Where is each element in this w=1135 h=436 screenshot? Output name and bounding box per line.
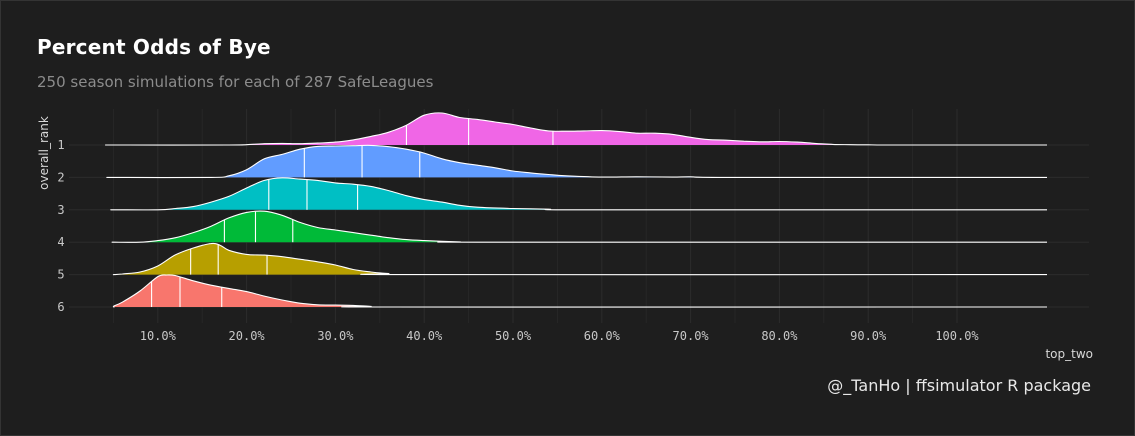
chart-title: Percent Odds of Bye [37, 35, 271, 59]
x-tick-label: 10.0% [140, 329, 177, 343]
ridge-3 [110, 177, 1047, 211]
ridge-area-6 [113, 274, 1047, 308]
ridge-area-3 [110, 177, 1047, 210]
ridge-area-5 [113, 243, 1047, 275]
x-tick-label: 60.0% [584, 329, 621, 343]
y-tick-label: 6 [57, 300, 64, 314]
ridge-outline-3 [110, 177, 1047, 211]
x-axis-ticks: 10.0% 20.0% 30.0% 40.0% 50.0% 60.0% 70.0% 80.0%… [140, 329, 980, 343]
y-tick-label: 3 [57, 203, 64, 217]
ridge-area-4 [112, 211, 1048, 243]
y-tick-label: 5 [57, 268, 64, 282]
y-axis-ticks: 1 2 3 4 5 6 [57, 138, 64, 314]
x-tick-label: 90.0% [850, 329, 887, 343]
x-tick-label: 50.0% [495, 329, 532, 343]
x-tick-label: 100.0% [935, 329, 979, 343]
chart-subtitle: 250 season simulations for each of 287 S… [37, 73, 434, 91]
ridge-2 [106, 144, 1048, 179]
x-tick-label: 40.0% [406, 329, 443, 343]
ridge-5 [112, 242, 1048, 276]
y-tick-label: 2 [57, 170, 64, 184]
ridges [105, 112, 1048, 308]
ridge-outline-1 [105, 112, 1047, 146]
y-tick-label: 4 [57, 235, 64, 249]
ridge-area-2 [106, 145, 1048, 178]
ridge-4 [111, 210, 1048, 243]
chart-caption: @_TanHo | ffsimulator R package [827, 376, 1091, 395]
x-tick-label: 30.0% [317, 329, 354, 343]
ridge-6 [112, 274, 1047, 308]
ridge-area-1 [105, 112, 1047, 146]
ridge-outline-5 [112, 242, 1048, 276]
x-tick-label: 20.0% [229, 329, 266, 343]
ridge-outline-2 [106, 144, 1047, 179]
ridge-outline-4 [111, 210, 1047, 243]
x-tick-label: 80.0% [761, 329, 798, 343]
y-axis-label: overall_rank [37, 116, 51, 190]
x-tick-label: 70.0% [673, 329, 710, 343]
y-tick-label: 1 [57, 138, 64, 152]
ridge-1 [105, 112, 1047, 146]
ridge-outline-6 [112, 274, 1047, 308]
x-axis-label: top_two [1045, 347, 1093, 361]
